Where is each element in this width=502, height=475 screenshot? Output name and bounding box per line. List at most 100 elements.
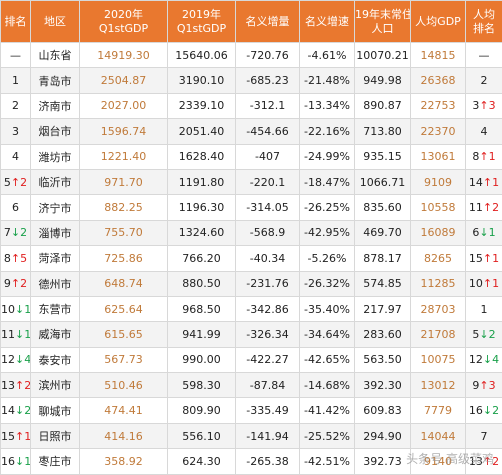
gdp-2019-cell-value: 1324.60: [179, 226, 225, 239]
nominal-increase-cell: -231.76: [236, 271, 300, 296]
gdp-2020-cell-value: 971.70: [104, 176, 143, 189]
population-cell: 563.50: [355, 347, 411, 372]
gdp-2019-cell: 2339.10: [168, 93, 236, 118]
rank-cell: 9↑2: [1, 271, 31, 296]
rank-change-indicator: ↓1: [15, 328, 31, 341]
nominal-increase-cell: -422.27: [236, 347, 300, 372]
per-capita-rank-cell-value: 4: [481, 125, 488, 138]
column-header[interactable]: 名义增量: [236, 1, 300, 43]
per-capita-gdp-cell-value: 28703: [421, 303, 456, 316]
per-capita-rank-cell-value: 12: [469, 353, 483, 366]
gdp-2019-cell-value: 1628.40: [179, 150, 225, 163]
rank-cell: 12↓4: [1, 347, 31, 372]
gdp-2020-cell: 358.92: [80, 449, 168, 474]
per-capita-rank-cell: 3↑3: [466, 93, 502, 118]
per-capita-rank-cell-value: 14: [469, 176, 483, 189]
population-cell: 935.15: [355, 144, 411, 169]
region-cell: 青岛市: [31, 68, 80, 93]
nominal-growth-cell-value: -24.99%: [304, 150, 350, 163]
population-cell-value: 835.60: [363, 201, 402, 214]
nominal-increase-cell: -265.38: [236, 449, 300, 474]
nominal-increase-cell: -87.84: [236, 373, 300, 398]
column-header[interactable]: 人均排名: [466, 1, 502, 43]
per-capita-gdp-cell: 22753: [411, 93, 466, 118]
nominal-growth-cell: -21.48%: [300, 68, 355, 93]
gdp-2020-cell-value: 648.74: [104, 277, 143, 290]
per-capita-rank-cell-value: 10: [469, 277, 483, 290]
gdp-2019-cell-value: 968.50: [182, 303, 221, 316]
per-capita-rank-cell: 5↓2: [466, 322, 502, 347]
rank-cell-value: 2: [12, 99, 19, 112]
gdp-2020-cell-value: 882.25: [104, 201, 143, 214]
population-cell: 392.30: [355, 373, 411, 398]
gdp-2019-cell: 809.90: [168, 398, 236, 423]
region-cell: 济南市: [31, 93, 80, 118]
nominal-increase-cell: -326.34: [236, 322, 300, 347]
rank-change-indicator: ↑2: [15, 379, 31, 392]
rank-cell: 15↑1: [1, 423, 31, 448]
region-cell: 山东省: [31, 43, 80, 68]
rank-cell: 2: [1, 93, 31, 118]
population-cell-value: 392.73: [363, 455, 402, 468]
nominal-growth-cell-value: -14.68%: [304, 379, 350, 392]
region-cell: 聊城市: [31, 398, 80, 423]
region-cell-value: 济宁市: [39, 202, 72, 215]
rank-cell: 3: [1, 119, 31, 144]
rank-change-indicator: ↑1: [15, 430, 31, 443]
population-cell: 10070.21: [355, 43, 411, 68]
rank-cell: 4: [1, 144, 31, 169]
column-header[interactable]: 19年末常住人口: [355, 1, 411, 43]
rank-cell-value: 7: [4, 226, 11, 239]
nominal-increase-cell-value: -265.38: [246, 455, 288, 468]
nominal-increase-cell-value: -407: [255, 150, 280, 163]
region-cell-value: 泰安市: [39, 354, 72, 367]
rank-cell-value: —: [10, 49, 21, 62]
gdp-2020-cell-value: 755.70: [104, 226, 143, 239]
nominal-growth-cell: -24.99%: [300, 144, 355, 169]
gdp-2020-cell: 1596.74: [80, 119, 168, 144]
region-cell: 东营市: [31, 296, 80, 321]
per-capita-rank-cell: 4: [466, 119, 502, 144]
gdp-2020-cell: 625.64: [80, 296, 168, 321]
gdp-2020-cell-value: 1596.74: [101, 125, 147, 138]
nominal-increase-cell-value: -40.34: [250, 252, 285, 265]
nominal-growth-cell-value: -21.48%: [304, 74, 350, 87]
column-header[interactable]: 人均GDP: [411, 1, 466, 43]
gdp-2020-cell: 414.16: [80, 423, 168, 448]
gdp-2020-cell: 648.74: [80, 271, 168, 296]
gdp-2020-cell-value: 567.73: [104, 353, 143, 366]
per-capita-rank-cell: —: [466, 43, 502, 68]
gdp-2020-cell-value: 510.46: [104, 379, 143, 392]
rank-change-indicator: ↓2: [15, 404, 31, 417]
nominal-growth-cell: -35.40%: [300, 296, 355, 321]
gdp-2019-cell: 3190.10: [168, 68, 236, 93]
column-header[interactable]: 地区: [31, 1, 80, 43]
column-header[interactable]: 排名: [1, 1, 31, 43]
nominal-increase-cell: -454.66: [236, 119, 300, 144]
rank-change-indicator: ↑2: [11, 176, 27, 189]
gdp-2019-cell: 941.99: [168, 322, 236, 347]
rank-cell-value: 9: [4, 277, 11, 290]
rank-change-indicator: ↓2: [479, 328, 495, 341]
per-capita-gdp-cell-value: 7779: [424, 404, 452, 417]
per-capita-gdp-cell-value: 10075: [421, 353, 456, 366]
rank-change-indicator: ↑1: [483, 176, 499, 189]
nominal-growth-cell-value: -34.64%: [304, 328, 350, 341]
region-cell-value: 山东省: [39, 49, 72, 62]
population-cell-value: 713.80: [363, 125, 402, 138]
per-capita-rank-cell: 12↓4: [466, 347, 502, 372]
column-header[interactable]: 名义增速: [300, 1, 355, 43]
population-cell: 469.70: [355, 220, 411, 245]
gdp-2019-cell: 624.30: [168, 449, 236, 474]
nominal-growth-cell: -5.26%: [300, 246, 355, 271]
nominal-increase-cell: -314.05: [236, 195, 300, 220]
population-cell-value: 469.70: [363, 226, 402, 239]
gdp-2020-cell: 2504.87: [80, 68, 168, 93]
gdp-2019-cell: 598.30: [168, 373, 236, 398]
